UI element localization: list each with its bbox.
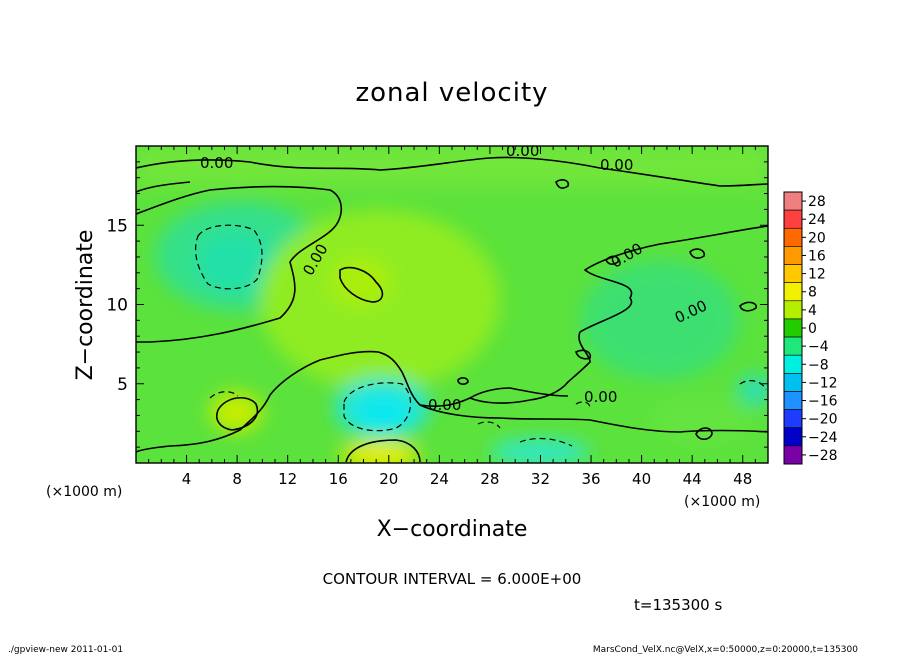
colorbar-cell: [783, 373, 803, 392]
contour-label: 0.00: [428, 396, 461, 414]
colorbar-label: −28: [808, 448, 838, 464]
colorbar-cell: [783, 318, 803, 338]
colorbar-label: −16: [808, 394, 838, 410]
colorbar-label: 24: [808, 212, 826, 228]
x-tick-label: 32: [531, 470, 550, 488]
colorbar-label: −20: [808, 412, 838, 428]
colorbar-cell: [783, 391, 803, 410]
x-unit-label-right: (×1000 m): [684, 494, 760, 510]
contour-label: 0.00: [506, 142, 539, 160]
chart-title: zonal velocity: [355, 78, 548, 108]
colorbar-cell: [783, 209, 803, 229]
x-unit-label-left: (×1000 m): [46, 484, 122, 500]
colorbar-label: 20: [808, 230, 826, 246]
colorbar-label: 0: [808, 321, 817, 337]
x-tick-label: 8: [232, 470, 242, 488]
x-tick-label: 4: [182, 470, 192, 488]
y-tick-label: 5: [117, 375, 128, 395]
colorbar-label: −8: [808, 357, 829, 373]
x-tick-label: 12: [278, 470, 297, 488]
colorbar-label: 28: [808, 194, 826, 210]
x-axis: 4 8 12 16 20 24 28 32 36 40 44 48: [148, 146, 756, 488]
contour-interval-text: CONTOUR INTERVAL = 6.000E+00: [323, 570, 582, 588]
x-tick-label: 36: [581, 470, 600, 488]
colorbar-label: 4: [808, 303, 817, 319]
contour-lines: [136, 156, 768, 463]
colorbar-label: 8: [808, 285, 817, 301]
negative-contours: [195, 224, 767, 447]
colorbar-cell: [783, 427, 803, 447]
colorbar-cell: [783, 336, 803, 356]
time-label: t=135300 s: [634, 596, 722, 614]
x-tick-label: 40: [632, 470, 651, 488]
colorbar-cell: [783, 191, 803, 211]
x-tick-label: 48: [733, 470, 752, 488]
y-tick-label: 15: [106, 216, 128, 236]
y-tick-label: 10: [106, 296, 128, 316]
colorbar-label: −4: [808, 339, 829, 355]
y-axis: 5 10 15: [106, 161, 768, 448]
x-tick-label: 28: [480, 470, 499, 488]
footer-right: MarsCond_VelX.nc@VelX,x=0:50000,z=0:2000…: [593, 645, 858, 654]
x-tick-label: 24: [430, 470, 449, 488]
colorbar-cell: [783, 409, 803, 429]
colorbar-label: −24: [808, 430, 838, 446]
colorbar-label: −12: [808, 375, 838, 391]
colorbar-cell: [783, 445, 803, 465]
colorbar-cell: [783, 246, 803, 265]
colorbar-cell: [783, 227, 803, 247]
footer-left: ./gpview-new 2011-01-01: [8, 645, 123, 654]
colorbar-label: 16: [808, 248, 826, 264]
colorbar-cell: [783, 282, 803, 302]
contour-label-group: 0.00 0.00 0.00 0.00 0.00 0.00 0.00 0.00: [200, 142, 710, 414]
colorbar-label: 12: [808, 267, 826, 283]
heatmap-field: 0.00 0.00 0.00 0.00 0.00 0.00 0.00 0.00: [136, 142, 768, 463]
colorbar-cell: [783, 264, 803, 283]
x-axis-label: X−coordinate: [377, 517, 528, 542]
contour-label: 0.00: [584, 388, 617, 406]
colorbar: 28 24 20 16 12 8 4 0 −4 −8 −12 −16 −20 −24 −28: [783, 191, 838, 465]
colorbar-cell: [783, 300, 803, 320]
y-axis-label: Z−coordinate: [73, 230, 98, 381]
x-tick-label: 16: [329, 470, 348, 488]
x-tick-label: 44: [683, 470, 702, 488]
x-tick-label: 20: [379, 470, 398, 488]
contour-label: 0.00: [200, 154, 233, 172]
colorbar-cell: [783, 354, 803, 374]
contour-label: 0.00: [600, 156, 633, 174]
